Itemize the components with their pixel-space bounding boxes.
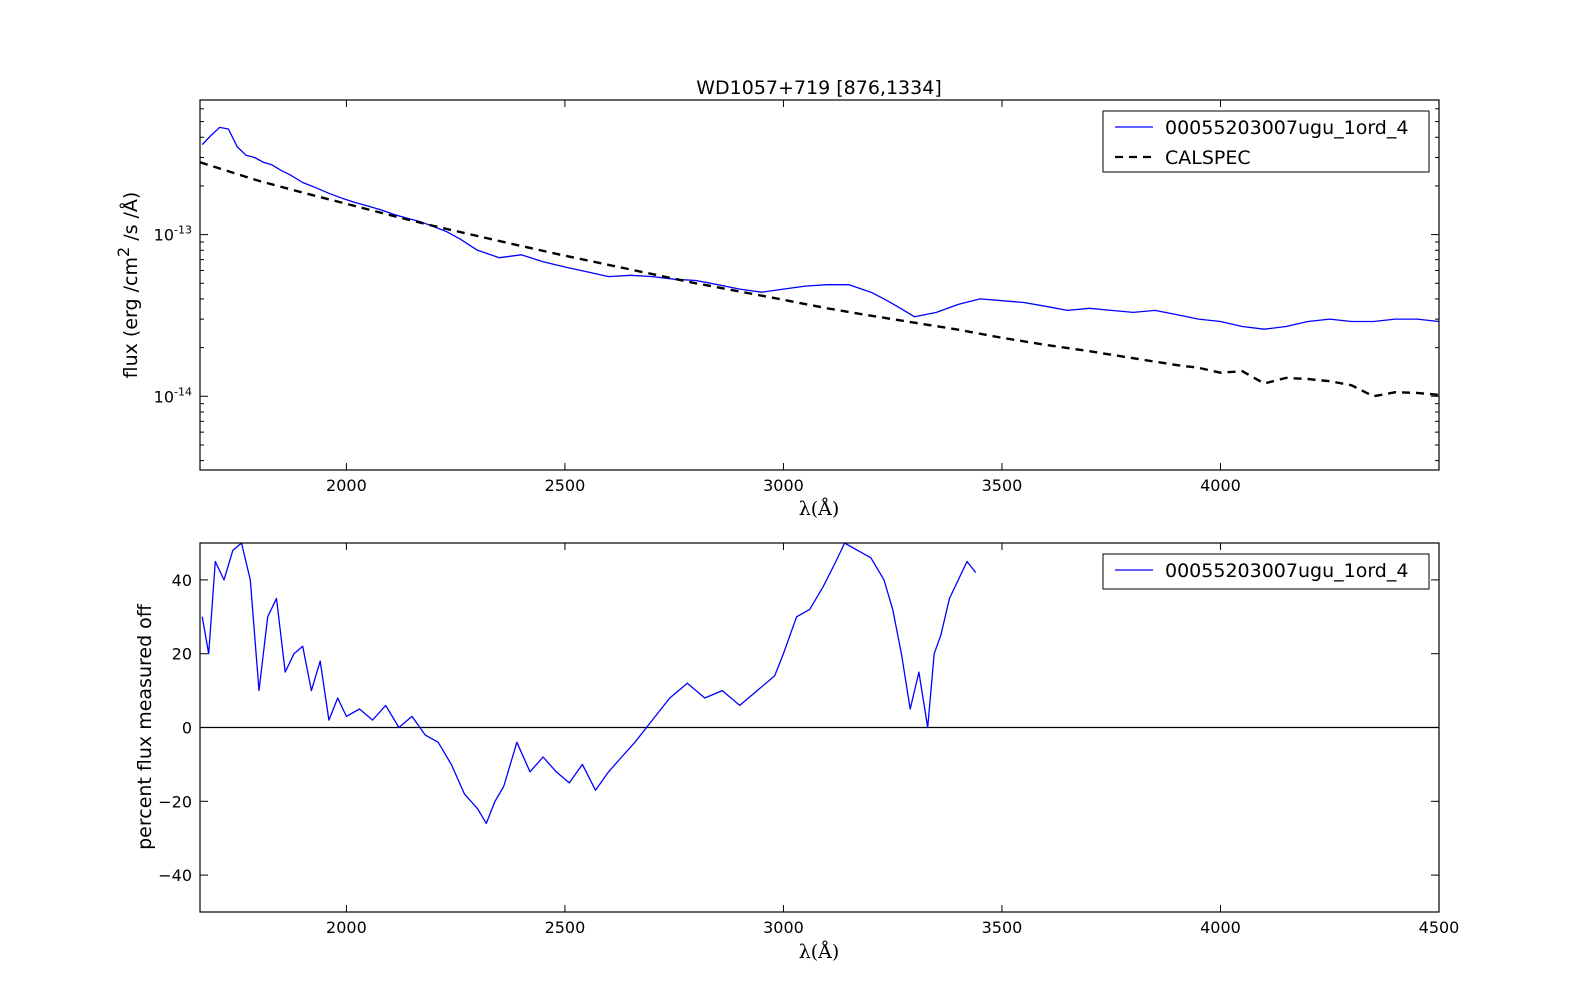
flux-legend-label-measured: 00055203007ugu_1ord_4 [1165, 117, 1408, 139]
flux-y-tick-label: 10-14 [154, 385, 192, 406]
flux-y-label-sup: 2 [114, 247, 133, 257]
flux-y-ticks: 10-13 10-14 [154, 108, 1439, 462]
flux-y-tick-label: 10-13 [154, 224, 192, 245]
flux-series-line-measured [201, 126, 1439, 330]
percent-y-tick-label: −20 [158, 792, 192, 811]
flux-x-tick-label: 4000 [1200, 476, 1241, 495]
flux-x-tick-label: 2500 [545, 476, 586, 495]
flux-y-axis-label: flux (erg /cm2 /s /Å) [114, 192, 142, 379]
percent-y-ticks: 40 20 0 −20 −40 [158, 571, 1439, 885]
flux-legend: 00055203007ugu_1ord_4 CALSPEC [1102, 110, 1430, 173]
flux-series-line-calspec [200, 161, 1439, 398]
flux-x-tick-label: 3000 [763, 476, 804, 495]
flux-series-group [200, 126, 1439, 398]
percent-x-tick-label: 4000 [1200, 918, 1241, 937]
percent-x-tick-label: 2500 [545, 918, 586, 937]
percent-series-group [200, 543, 1439, 825]
percent-y-tick-label: 0 [182, 719, 192, 738]
flux-x-axis-label: λ(Å) [799, 498, 840, 520]
percent-x-tick-label: 3500 [982, 918, 1023, 937]
percent-x-axis-label: λ(Å) [799, 941, 840, 963]
percent-x-ticks: 2000 2500 3000 3500 4000 4500 [326, 543, 1459, 937]
percent-x-tick-label: 3000 [763, 918, 804, 937]
flux-x-tick-label: 3500 [982, 476, 1023, 495]
flux-x-tick-label: 2000 [326, 476, 367, 495]
percent-y-axis-label: percent flux measured off [134, 603, 156, 850]
flux-x-ticks: 2000 2500 3000 3500 4000 [326, 100, 1241, 495]
percent-y-tick-label: 40 [172, 571, 192, 590]
flux-legend-box [1102, 110, 1430, 173]
percent-x-tick-label: 4500 [1419, 918, 1460, 937]
percent-legend-label-measured: 00055203007ugu_1ord_4 [1165, 560, 1408, 582]
percent-series-line-measured [201, 543, 977, 825]
percent-legend: 00055203007ugu_1ord_4 [1102, 553, 1430, 590]
percent-legend-box [1102, 553, 1430, 590]
flux-y-label-pre: flux (erg /cm [120, 257, 142, 378]
flux-plot-frame [199, 99, 1440, 471]
flux-legend-label-calspec: CALSPEC [1165, 147, 1251, 169]
flux-panel: WD1057+719 [876,1334] 2000 2500 3000 3500 40… [114, 77, 1440, 520]
flux-chart-title: WD1057+719 [876,1334] [696, 77, 941, 99]
flux-y-label-post: /s /Å) [119, 192, 142, 247]
percent-y-tick-label: 20 [172, 645, 192, 664]
percent-panel: 2000 2500 3000 3500 4000 4500 40 20 0 −20 −40 λ(Å… [134, 542, 1459, 963]
percent-x-tick-label: 2000 [326, 918, 367, 937]
percent-y-tick-label: −40 [158, 866, 192, 885]
